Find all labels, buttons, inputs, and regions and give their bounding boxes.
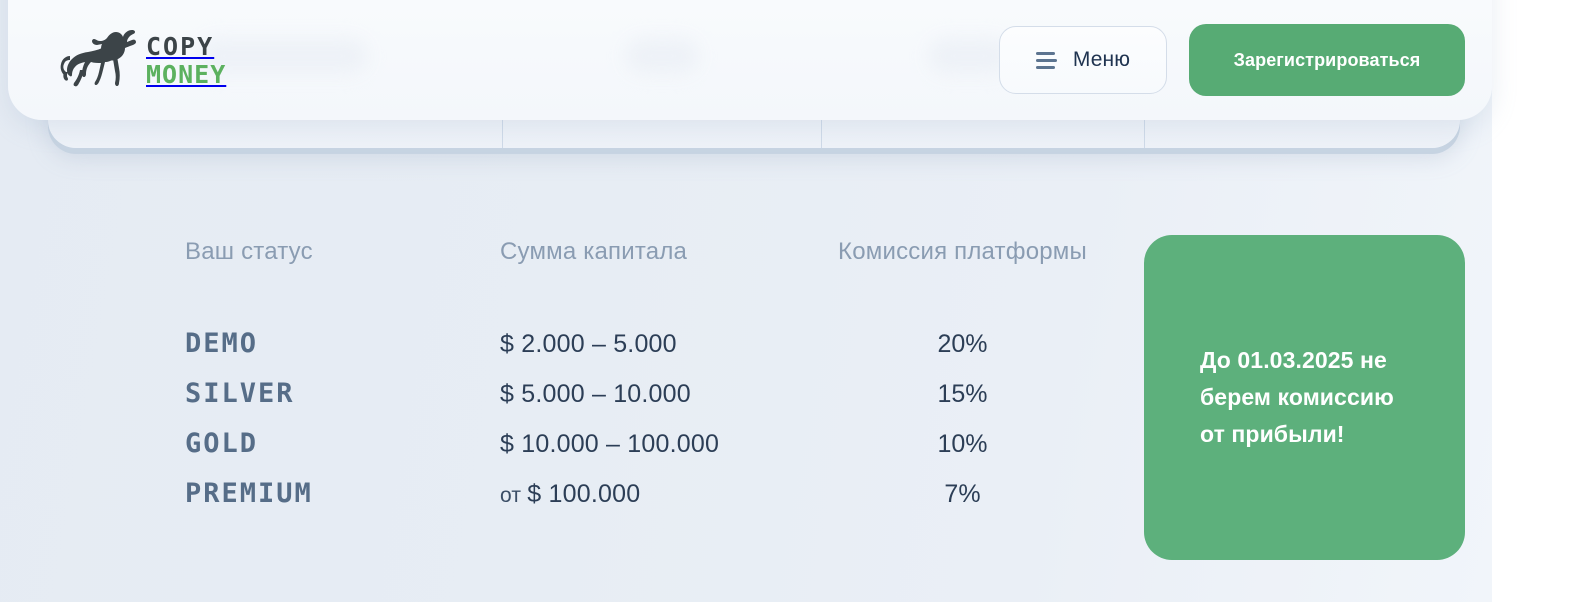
table-row: DEMO $ 2.000 – 5.000 20% [185, 328, 1105, 378]
hamburger-icon [1035, 51, 1057, 69]
logo-word-money: MONEY [146, 59, 227, 89]
register-button[interactable]: Зарегистрироваться [1189, 24, 1465, 96]
logo-word-copy: COPY [146, 31, 215, 61]
pricing-table: Ваш статус Сумма капитала Комиссия платф… [185, 238, 1105, 528]
tier-name: DEMO [185, 328, 259, 359]
pricing-header-gap [185, 296, 1105, 328]
fee-value: 7% [944, 480, 981, 508]
header-panel: COPY MONEY Меню Зарегистрироваться [8, 0, 1492, 120]
column-header-fee: Комиссия платформы [838, 238, 1087, 265]
pricing-header-row: Ваш статус Сумма капитала Комиссия платф… [185, 238, 1105, 296]
bull-icon [56, 28, 148, 92]
capital-value: $ 5.000 – 10.000 [500, 380, 691, 408]
capital-value: $ 10.000 – 100.000 [500, 430, 720, 458]
tier-name: SILVER [185, 378, 295, 409]
capital-value: $ 100.000 [527, 480, 641, 508]
table-row: GOLD $ 10.000 – 100.000 10% [185, 428, 1105, 478]
column-header-capital: Сумма капитала [500, 238, 688, 265]
column-header-status: Ваш статус [185, 238, 313, 265]
page-background: COPY MONEY Меню Зарегистрироваться Ваш с… [0, 0, 1492, 602]
fee-value: 15% [937, 380, 988, 408]
tier-name: PREMIUM [185, 478, 313, 509]
fee-value: 10% [937, 430, 988, 458]
fee-value: 20% [937, 330, 988, 358]
capital-prefix: от [500, 484, 528, 507]
promo-text: До 01.03.2025 не берем комиссию от прибы… [1200, 346, 1394, 448]
tier-name: GOLD [185, 428, 259, 459]
logo[interactable]: COPY MONEY [56, 25, 225, 95]
menu-button-label: Меню [1072, 48, 1131, 71]
promo-card: До 01.03.2025 не берем комиссию от прибы… [1144, 235, 1465, 560]
capital-value: $ 2.000 – 5.000 [500, 330, 677, 358]
table-row: PREMIUM от $ 100.000 7% [185, 478, 1105, 528]
table-row: SILVER $ 5.000 – 10.000 15% [185, 378, 1105, 428]
menu-button[interactable]: Меню [999, 26, 1167, 94]
